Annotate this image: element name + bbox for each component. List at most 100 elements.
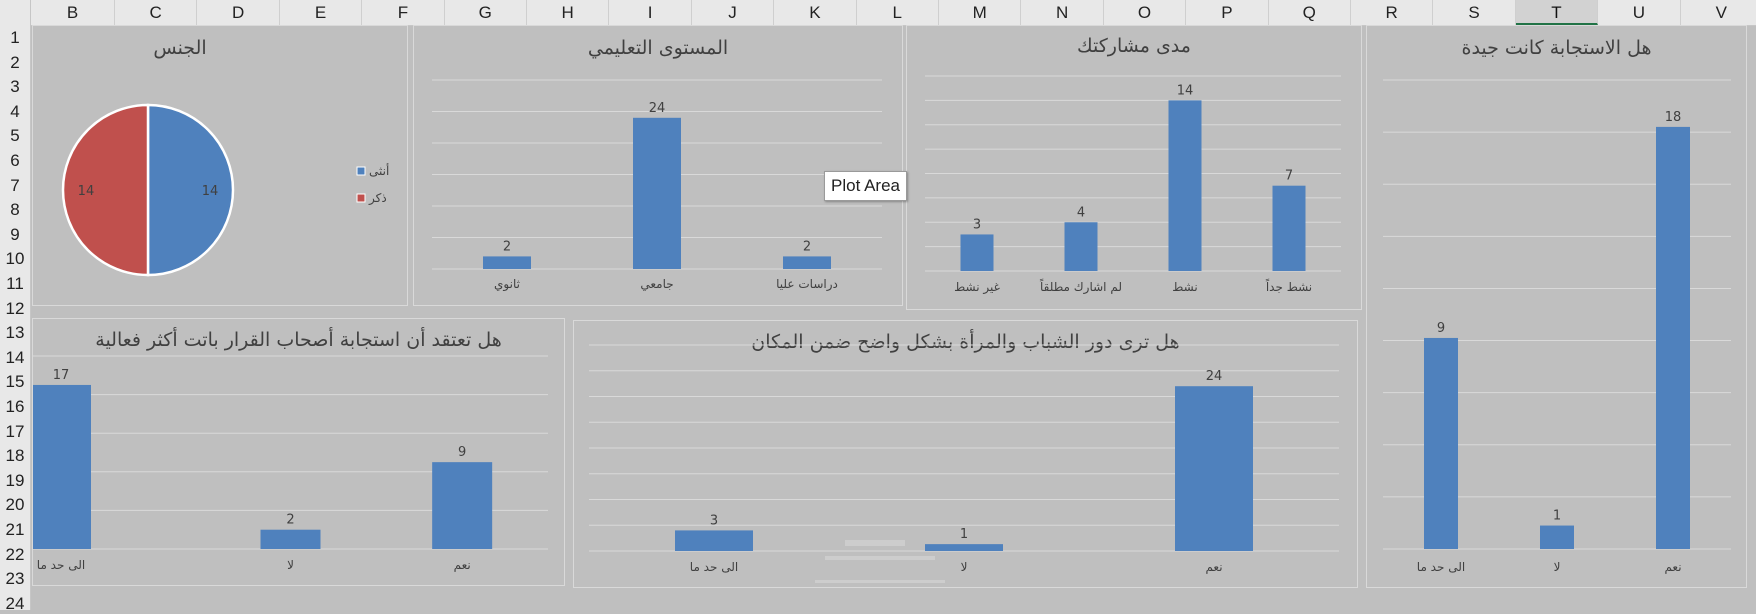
column-header-b[interactable]: B bbox=[31, 0, 115, 25]
bar-chart-svg: مدى مشاركتك 3 غير نشط 4 لم اشارك مطلقاً 14 نشط… bbox=[925, 35, 1341, 295]
row-header-16[interactable]: 16 bbox=[5, 397, 25, 416]
row-header-2[interactable]: 2 bbox=[10, 52, 20, 72]
column-header-g[interactable]: G bbox=[445, 0, 527, 25]
column-header-r[interactable]: R bbox=[1351, 0, 1434, 25]
chart-title: هل تعتقد أن استجابة أصحاب القرار باتت أك… bbox=[95, 327, 501, 351]
column-header-h[interactable]: H bbox=[527, 0, 610, 25]
column-header-e[interactable]: E bbox=[280, 0, 363, 25]
bar-1 bbox=[260, 529, 321, 549]
column-header-d[interactable]: D bbox=[197, 0, 280, 25]
row-header-12[interactable]: 12 bbox=[5, 298, 25, 318]
row-header-5[interactable]: 5 bbox=[10, 126, 20, 146]
pie-slice-0 bbox=[146, 103, 235, 277]
select-all-corner[interactable] bbox=[0, 0, 31, 25]
row-header-6[interactable]: 6 bbox=[10, 151, 20, 170]
data-label: 9 bbox=[1437, 321, 1445, 336]
column-header-j[interactable]: J bbox=[692, 0, 775, 25]
pie-chart-svg: الجنس 14 14 أنثى ذكر bbox=[61, 37, 389, 277]
row-header-11[interactable]: 11 bbox=[6, 274, 24, 293]
bar-0 bbox=[675, 530, 753, 551]
column-header-u[interactable]: U bbox=[1598, 0, 1681, 25]
data-label: 3 bbox=[710, 513, 718, 528]
data-label: 7 bbox=[1285, 169, 1293, 184]
bar-1 bbox=[633, 117, 681, 269]
row-header-13[interactable]: 13 bbox=[5, 323, 25, 343]
data-label: 18 bbox=[1665, 110, 1682, 125]
category-label: لم اشارك مطلقاً bbox=[1040, 278, 1122, 295]
bar-0 bbox=[1424, 337, 1458, 549]
row-header-19[interactable]: 19 bbox=[5, 470, 25, 490]
chart-response-good[interactable]: هل الاستجابة كانت جيدة 9 الى حد ما 1 لا 18 نعم bbox=[1366, 25, 1747, 588]
bar-2 bbox=[1168, 100, 1202, 271]
category-label: نعم bbox=[454, 558, 471, 572]
chart-gender[interactable]: الجنس 14 14 أنثى ذكر bbox=[32, 25, 408, 306]
column-header-p[interactable]: P bbox=[1186, 0, 1269, 25]
bar-1 bbox=[925, 544, 1003, 551]
data-label: 17 bbox=[53, 368, 70, 383]
data-label: 1 bbox=[960, 527, 968, 542]
category-label: لا bbox=[1554, 560, 1561, 574]
bar-1 bbox=[1064, 222, 1098, 271]
row-header-21[interactable]: 21 bbox=[5, 520, 25, 539]
data-label: 2 bbox=[503, 239, 511, 254]
category-label: الى حد ما bbox=[690, 560, 738, 574]
bar-0 bbox=[483, 256, 531, 269]
data-label: 24 bbox=[1206, 369, 1223, 384]
data-label: 14 bbox=[1177, 83, 1194, 98]
row-header-1[interactable]: 1 bbox=[10, 28, 20, 47]
row-header-9[interactable]: 9 bbox=[10, 224, 20, 244]
row-header-10[interactable]: 10 bbox=[5, 249, 25, 269]
column-header-c[interactable]: C bbox=[115, 0, 198, 25]
chart-participation[interactable]: مدى مشاركتك 3 غير نشط 4 لم اشارك مطلقاً 14 نشط… bbox=[906, 25, 1362, 310]
bar-chart-svg: المستوى التعليمي 2 ثانوي 24 جامعي 2 دراسات علي… bbox=[432, 37, 882, 292]
column-header-q[interactable]: Q bbox=[1269, 0, 1351, 25]
data-label: 1 bbox=[1553, 509, 1561, 524]
category-label: دراسات عليا bbox=[776, 277, 838, 292]
category-label: ثانوي bbox=[494, 277, 520, 292]
bar-2 bbox=[783, 256, 831, 269]
data-label: 14 bbox=[202, 184, 219, 199]
category-label: لا bbox=[961, 560, 968, 574]
column-header-i[interactable]: I bbox=[609, 0, 692, 25]
row-header-8[interactable]: 8 bbox=[10, 200, 20, 220]
category-label: الى حد ما bbox=[1417, 560, 1465, 574]
row-header-15[interactable]: 15 bbox=[5, 372, 25, 392]
column-header-t[interactable]: T bbox=[1515, 0, 1599, 25]
chart-youth-women[interactable]: هل ترى دور الشباب والمرأة بشكل واضح ضمن … bbox=[573, 320, 1358, 588]
legend-swatch bbox=[356, 193, 366, 203]
row-header-22[interactable]: 22 bbox=[5, 544, 25, 564]
chart-education[interactable]: المستوى التعليمي 2 ثانوي 24 جامعي 2 دراسات علي… bbox=[413, 25, 903, 306]
row-header-7[interactable]: 7 bbox=[10, 175, 20, 195]
row-header-3[interactable]: 3 bbox=[10, 77, 20, 97]
row-header-20[interactable]: 20 bbox=[5, 495, 25, 515]
column-header-m[interactable]: M bbox=[939, 0, 1022, 25]
chart-title: هل الاستجابة كانت جيدة bbox=[1461, 37, 1651, 59]
category-label: نشط جداً bbox=[1266, 278, 1313, 294]
bar-0 bbox=[960, 234, 994, 271]
bar-1 bbox=[1540, 525, 1574, 549]
column-header-k[interactable]: K bbox=[774, 0, 857, 25]
column-header-v[interactable]: V bbox=[1681, 0, 1756, 25]
column-header-f[interactable]: F bbox=[362, 0, 445, 25]
row-header-24[interactable]: 24 bbox=[5, 593, 25, 613]
data-label: 14 bbox=[78, 184, 95, 199]
category-label: غير نشط bbox=[954, 280, 1000, 295]
row-header-23[interactable]: 23 bbox=[5, 569, 25, 589]
bar-chart-svg: هل ترى دور الشباب والمرأة بشكل واضح ضمن … bbox=[589, 329, 1339, 574]
bar-2 bbox=[1656, 126, 1690, 550]
column-header-n[interactable]: N bbox=[1021, 0, 1104, 25]
category-label: الى حد ما bbox=[37, 558, 85, 572]
category-label: لا bbox=[287, 558, 294, 572]
row-header-18[interactable]: 18 bbox=[5, 446, 25, 466]
column-header-l[interactable]: L bbox=[857, 0, 939, 25]
row-header-17[interactable]: 17 bbox=[5, 421, 25, 441]
row-header-4[interactable]: 4 bbox=[10, 101, 20, 121]
chart-decision-makers[interactable]: هل تعتقد أن استجابة أصحاب القرار باتت أك… bbox=[31, 318, 565, 586]
data-label: 9 bbox=[458, 445, 466, 460]
column-header-s[interactable]: S bbox=[1433, 0, 1516, 25]
column-header-o[interactable]: O bbox=[1104, 0, 1187, 25]
category-label: جامعي bbox=[640, 277, 673, 291]
row-header-14[interactable]: 14 bbox=[5, 347, 25, 367]
row-header-bar: 1 2 3 4 5 6 7 8 9 10 11 12 13 14 15 16 17 18 19 20 21 22 23 24 bbox=[0, 25, 31, 613]
